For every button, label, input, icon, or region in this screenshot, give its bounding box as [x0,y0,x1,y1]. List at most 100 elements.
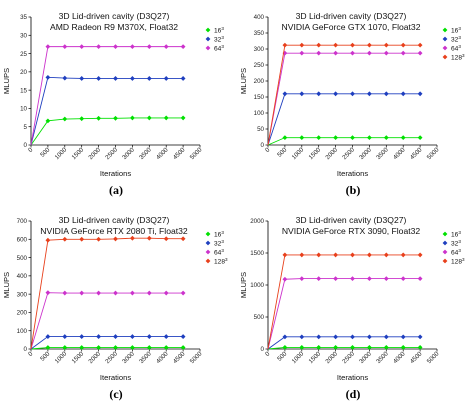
x-tick-label: 3000 [121,350,136,365]
data-point-marker [62,75,68,81]
y-tick-label: 100 [254,110,265,117]
x-tick-label: 5000 [426,146,441,161]
series-2 [30,334,186,350]
x-tick-label: 0 [264,146,272,154]
data-point-marker [130,345,135,350]
x-tick-label: 5000 [189,350,204,365]
y-tick-label: 100 [17,328,28,335]
data-point-marker [400,276,406,281]
x-tick-label: 500 [39,146,52,159]
y-tick-label: 300 [17,291,28,298]
legend-label: 1283 [451,257,465,266]
data-point-marker [333,42,338,48]
y-tick-label: 5 [24,124,28,131]
data-point-marker [316,42,322,48]
data-point-marker [350,50,355,56]
series-1 [267,135,423,146]
x-tick-label: 4000 [392,146,407,161]
x-tick-label: 4500 [409,146,424,161]
data-point-marker [113,236,118,242]
legend-marker [442,54,448,60]
series-line [267,254,421,350]
series-3 [267,50,423,146]
series-line [267,44,421,146]
data-point-marker [417,345,423,350]
legend-marker [442,231,448,237]
data-point-marker [282,276,288,282]
data-point-marker [400,135,406,141]
y-tick-label: 35 [20,14,27,21]
x-tick-label: 5000 [426,350,441,365]
data-point-marker [383,50,389,56]
y-tick-label: 200 [254,78,265,85]
data-point-marker [367,334,372,340]
y-tick-label: 20 [20,69,27,76]
legend-marker [205,45,211,51]
y-tick-label: 50 [257,126,264,133]
series-3 [267,276,423,350]
series-line [267,346,421,350]
data-point-marker [96,236,101,242]
y-tick-label: 25 [20,51,27,58]
data-point-marker [316,334,322,340]
data-point-marker [62,345,68,350]
data-point-marker [113,345,118,350]
data-point-marker [316,345,322,350]
x-tick-label: 3500 [138,350,153,365]
data-point-marker [130,290,135,296]
legend-marker [442,258,448,264]
legend-label: 643 [214,248,224,256]
data-point-marker [367,345,372,350]
data-point-marker [400,334,406,340]
x-tick-label: 500 [276,146,289,159]
legend-marker [205,240,211,246]
data-point-marker [96,44,101,50]
y-tick-label: 0 [24,142,28,149]
x-axis-label: Iterations [100,169,131,178]
data-point-marker [96,76,101,81]
y-tick-label: 400 [17,273,28,280]
data-point-marker [282,91,288,97]
series-line [30,336,184,350]
series-line [30,76,184,146]
data-point-marker [180,345,186,350]
data-point-marker [163,115,169,121]
x-tick-label: 2500 [104,350,119,365]
chart-panel-a: 3D Lid-driven cavity (D3Q27) AMD Radeon R… [0,0,237,204]
legend-label: 163 [451,230,461,239]
data-point-marker [316,50,322,56]
y-tick-label: 2000 [250,218,264,225]
x-tick-label: 1000 [291,146,306,161]
x-tick-label: 500 [39,350,52,363]
x-tick-label: 1500 [307,146,322,161]
data-point-marker [45,290,51,296]
x-tick-label: 3500 [375,146,390,161]
x-axis-label: Iterations [337,373,368,382]
data-point-marker [282,334,288,340]
data-point-marker [299,135,305,141]
legend-marker [205,249,211,255]
series-1 [30,345,186,350]
data-point-marker [113,44,118,50]
panel-label-a: (a) [109,183,123,197]
y-tick-label: 30 [20,32,27,39]
data-point-marker [146,115,152,121]
data-point-marker [333,276,338,281]
legend-label: 323 [214,35,224,44]
data-point-marker [350,276,355,281]
data-point-marker [96,290,101,296]
x-tick-label: 0 [27,146,35,154]
data-point-marker [113,76,118,81]
series-line [267,52,421,146]
data-point-marker [417,50,423,56]
data-point-marker [400,50,406,56]
panel-label-c: (c) [109,387,123,401]
chart-b-svg: 3D Lid-driven cavity (D3Q27)NVIDIA GeFor… [239,11,465,178]
x-tick-label: 0 [27,350,35,358]
series-line [30,292,184,350]
chart-a-svg: 3D Lid-driven cavity (D3Q27)AMD Radeon R… [2,11,224,178]
data-point-marker [79,290,85,296]
x-tick-label: 2000 [87,146,102,161]
x-tick-label: 5000 [189,146,204,161]
data-point-marker [113,334,118,339]
